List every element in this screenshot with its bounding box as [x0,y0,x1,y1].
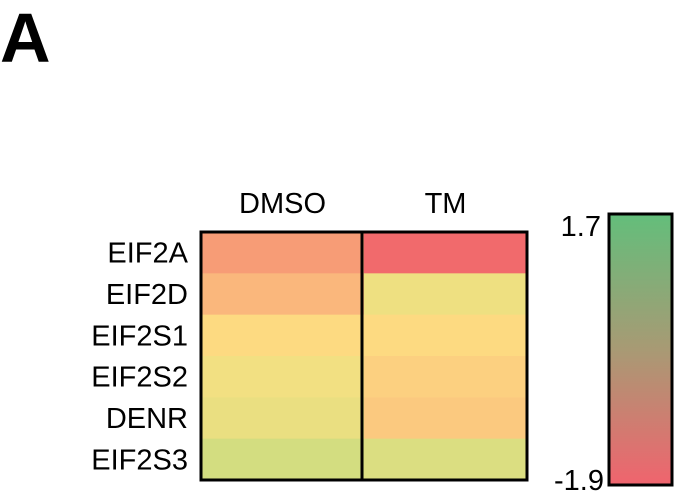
colorbar-min-label: -1.9 [554,465,604,493]
heatmap-cell-denr-tm [364,397,528,440]
heatmap-cell-eif2s1-tm [364,314,528,357]
column-label-tm: TM [425,188,467,220]
colorbar [607,212,674,487]
panel-label: A [0,0,51,77]
row-label-eif2d: EIF2D [106,279,188,311]
heatmap-cell-eif2s3-tm [364,438,528,481]
heatmap-cell-eif2d-tm [364,273,528,316]
row-label-denr: DENR [106,403,188,435]
row-label-eif2a: EIF2A [107,238,188,270]
heatmap-cell-eif2d-dmso [201,273,365,316]
column-labels: DMSO TM [239,188,466,220]
row-label-eif2s1: EIF2S1 [91,320,188,352]
heatmap-cell-eif2a-tm [364,232,528,274]
row-label-eif2s2: EIF2S2 [91,362,188,394]
colorbar-max-label: 1.7 [561,211,601,243]
heatmap-cell-denr-dmso [201,397,365,440]
column-label-dmso: DMSO [239,188,326,220]
row-label-eif2s3: EIF2S3 [91,444,188,476]
heatmap-cell-eif2s1-dmso [201,314,365,357]
heatmap-cell-eif2a-dmso [201,232,365,274]
heatmap-cell-eif2s3-dmso [201,438,365,481]
heatmap-cell-eif2s2-tm [364,355,528,398]
row-labels: EIF2A EIF2D EIF2S1 EIF2S2 DENR EIF2S3 [91,238,188,477]
heatmap-cells [201,232,528,481]
heatmap-border [199,230,529,482]
heatmap-cell-eif2s2-dmso [201,355,365,398]
